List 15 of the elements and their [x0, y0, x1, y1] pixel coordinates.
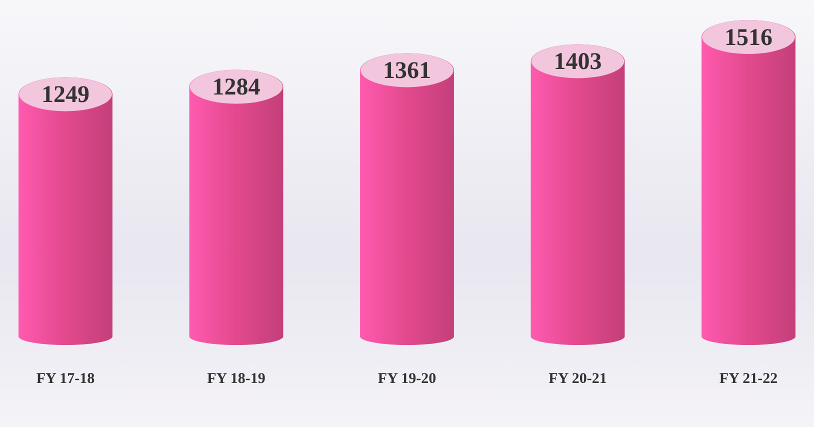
bar: [530, 44, 625, 345]
bar: [18, 77, 112, 345]
bar: [189, 70, 284, 345]
x-tick-label: FY 17-18: [36, 371, 95, 387]
data-label: 1361: [383, 58, 431, 84]
data-label: 1403: [554, 49, 602, 76]
data-label: 1284: [212, 74, 260, 101]
bar: [360, 53, 454, 345]
bar: [702, 20, 796, 345]
x-tick-label: FY 19-20: [378, 371, 436, 387]
x-tick-label: FY 18-19: [207, 371, 266, 387]
x-tick-label: FY 20-21: [548, 371, 607, 387]
x-tick-label: FY 21-22: [719, 371, 778, 387]
data-label: 1249: [41, 82, 90, 108]
data-label: 1516: [724, 25, 773, 51]
